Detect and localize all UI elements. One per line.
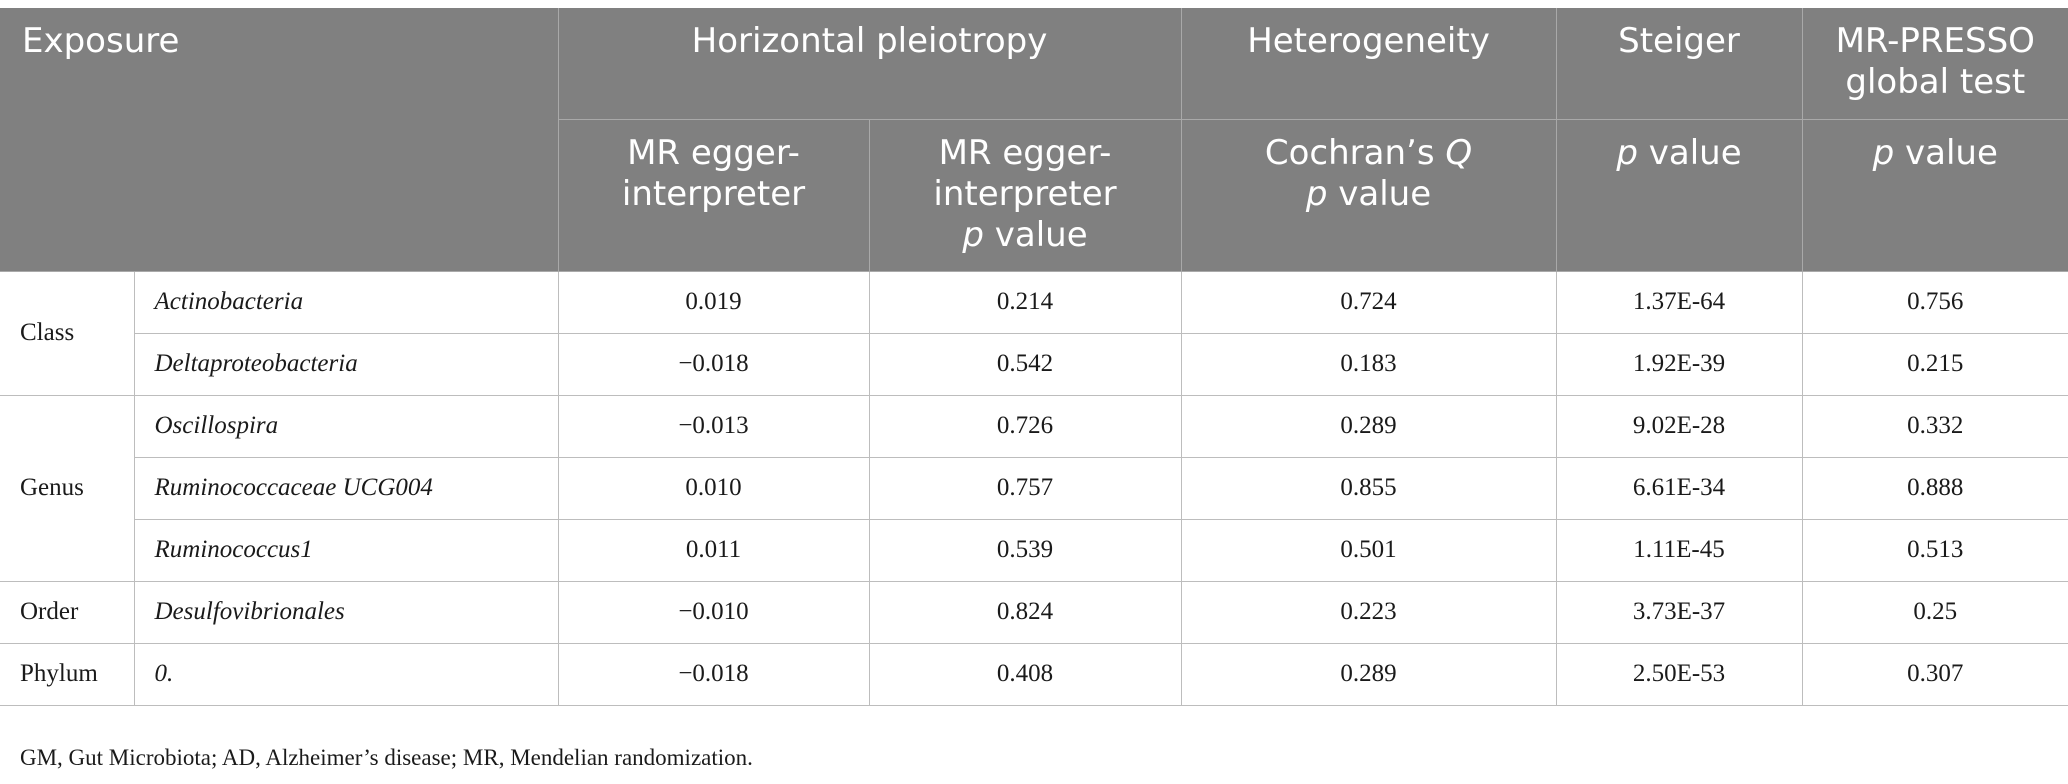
egger-intercept-cell: 0.010 xyxy=(557,456,870,520)
presso-p-cell: 0.332 xyxy=(1801,394,2068,458)
subheader-presso-value-word: value xyxy=(1894,132,1998,173)
subheader-presso-p-value: p value xyxy=(1802,119,2068,272)
sensitivity-analysis-table: Exposure Horizontal pleiotropy Heterogen… xyxy=(0,8,2068,706)
table-header: Exposure Horizontal pleiotropy Heterogen… xyxy=(0,8,2068,272)
table-row: Genus Oscillospira −0.013 0.726 0.289 9.… xyxy=(0,394,2068,582)
steiger-p-cell: 1.92E-39 xyxy=(1555,332,1803,396)
table-row: Class Actinobacteria 0.019 0.214 0.724 1… xyxy=(0,270,2068,396)
taxon-name-cell: Desulfovibrionales xyxy=(133,580,559,644)
taxon-name-cell: Oscillospira xyxy=(133,394,559,458)
subheader-egger-intercept: MR egger- interpreter xyxy=(558,119,870,272)
subheader-egger-p-value-word: value xyxy=(983,214,1088,255)
steiger-p-cell: 6.61E-34 xyxy=(1555,456,1803,520)
egger-p-cell: 0.824 xyxy=(868,580,1182,644)
presso-p-cell: 0.307 xyxy=(1801,642,2068,706)
header-heterogeneity: Heterogeneity xyxy=(1181,8,1557,120)
steiger-p-cell: 9.02E-28 xyxy=(1555,394,1803,458)
subheader-egger-line1: MR egger- xyxy=(627,132,800,173)
subheader-egger-p-line2: interpreter xyxy=(933,173,1117,214)
egger-intercept-cell: 0.011 xyxy=(557,518,870,582)
presso-p-cell: 0.756 xyxy=(1801,270,2068,334)
subheader-steiger-value-word: value xyxy=(1637,132,1742,173)
subheader-egger-line2: interpreter xyxy=(621,173,806,214)
subheader-cochran-q-italic: Q xyxy=(1445,132,1473,173)
table-row: Ruminococcaceae UCG004 0.010 0.757 0.855… xyxy=(0,456,2068,520)
subheader-steiger-p-italic: p xyxy=(1616,132,1638,173)
subheader-presso-p-italic: p xyxy=(1872,132,1895,173)
table-row: Deltaproteobacteria −0.018 0.542 0.183 1… xyxy=(0,332,2068,396)
egger-p-cell: 0.757 xyxy=(868,456,1182,520)
subheader-egger-p-italic: p xyxy=(962,214,984,255)
presso-p-cell: 0.888 xyxy=(1801,456,2068,520)
category-cell: Order xyxy=(0,580,135,644)
egger-p-cell: 0.539 xyxy=(868,518,1182,582)
category-cell: Class xyxy=(0,270,135,396)
taxon-name-cell: Deltaproteobacteria xyxy=(134,332,559,396)
steiger-p-cell: 1.11E-45 xyxy=(1555,518,1803,582)
egger-p-cell: 0.214 xyxy=(868,270,1182,334)
taxon-name-cell: Actinobacteria xyxy=(133,270,559,334)
cochran-p-cell: 0.183 xyxy=(1180,332,1557,396)
subheader-steiger-p-value: p value xyxy=(1556,119,1803,272)
header-horizontal-pleiotropy: Horizontal pleiotropy xyxy=(558,8,1182,120)
cochran-p-cell: 0.724 xyxy=(1180,270,1557,334)
egger-intercept-cell: −0.018 xyxy=(557,642,870,706)
subheader-egger-p-value: MR egger- interpreter p value xyxy=(869,119,1182,272)
category-cell: Phylum xyxy=(0,642,135,706)
table-row: Ruminococcus1 0.011 0.539 0.501 1.11E-45… xyxy=(0,518,2068,582)
subheader-cochran-value-word: value xyxy=(1327,173,1432,214)
subheader-cochran-q: Cochran’s Q p value xyxy=(1181,119,1557,272)
cochran-p-cell: 0.289 xyxy=(1180,394,1557,458)
table-row: Order Desulfovibrionales −0.010 0.824 0.… xyxy=(0,580,2068,644)
subheader-egger-p-line1: MR egger- xyxy=(938,132,1112,173)
egger-p-cell: 0.726 xyxy=(868,394,1182,458)
header-mr-presso: MR-PRESSO global test xyxy=(1802,8,2068,120)
presso-p-cell: 0.513 xyxy=(1801,518,2068,582)
egger-intercept-cell: −0.018 xyxy=(557,332,870,396)
subheader-cochran-prefix: Cochran’s xyxy=(1264,132,1446,173)
table-footnote: GM, Gut Microbiota; AD, Alzheimer’s dise… xyxy=(20,745,753,770)
steiger-p-cell: 2.50E-53 xyxy=(1555,642,1803,706)
egger-intercept-cell: −0.010 xyxy=(557,580,870,644)
steiger-p-cell: 3.73E-37 xyxy=(1555,580,1803,644)
steiger-p-cell: 1.37E-64 xyxy=(1555,270,1803,334)
cochran-p-cell: 0.855 xyxy=(1180,456,1557,520)
header-steiger: Steiger xyxy=(1556,8,1803,120)
cochran-p-cell: 0.223 xyxy=(1180,580,1557,644)
egger-intercept-cell: 0.019 xyxy=(557,270,870,334)
egger-p-cell: 0.408 xyxy=(868,642,1182,706)
egger-intercept-cell: −0.013 xyxy=(557,394,870,458)
presso-p-cell: 0.25 xyxy=(1801,580,2068,644)
cochran-p-cell: 0.289 xyxy=(1180,642,1557,706)
header-exposure: Exposure xyxy=(0,8,559,272)
taxon-name-cell: Ruminococcaceae UCG004 xyxy=(134,456,559,520)
egger-p-cell: 0.542 xyxy=(868,332,1182,396)
results-table-container: Exposure Horizontal pleiotropy Heterogen… xyxy=(0,8,2068,706)
cochran-p-cell: 0.501 xyxy=(1180,518,1557,582)
taxon-name-cell: Ruminococcus1 xyxy=(134,518,559,582)
taxon-name-cell: 0. xyxy=(133,642,559,706)
category-cell: Genus xyxy=(0,394,135,582)
subheader-cochran-p-italic: p xyxy=(1305,173,1328,214)
presso-p-cell: 0.215 xyxy=(1801,332,2068,396)
table-body: Class Actinobacteria 0.019 0.214 0.724 1… xyxy=(0,270,2068,706)
header-mr-presso-line1: MR-PRESSO xyxy=(1835,21,2035,61)
header-mr-presso-line2: global test xyxy=(1845,62,2026,102)
table-row: Phylum 0. −0.018 0.408 0.289 2.50E-53 0.… xyxy=(0,642,2068,706)
